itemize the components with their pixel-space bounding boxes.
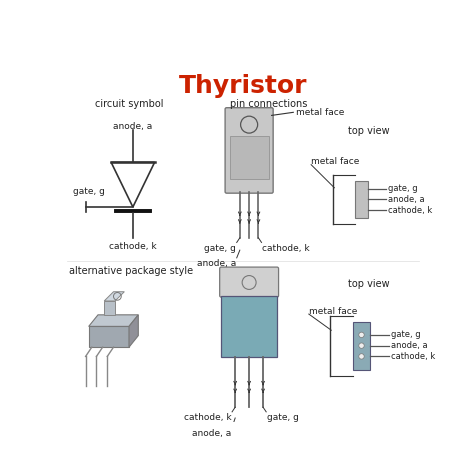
FancyBboxPatch shape — [353, 322, 370, 370]
Text: metal face: metal face — [296, 108, 344, 117]
Text: cathode, k: cathode, k — [184, 413, 231, 422]
Text: alternative package style: alternative package style — [69, 266, 192, 276]
Polygon shape — [89, 327, 129, 347]
Text: anode, a: anode, a — [113, 122, 153, 131]
Text: cathode, k: cathode, k — [388, 206, 432, 215]
Text: circuit symbol: circuit symbol — [95, 99, 163, 109]
Text: anode, a: anode, a — [388, 195, 425, 204]
Text: gate, g: gate, g — [267, 413, 299, 422]
FancyBboxPatch shape — [221, 296, 277, 357]
Text: anode, a: anode, a — [192, 429, 231, 438]
Text: gate, g: gate, g — [391, 330, 420, 339]
Text: pin connections: pin connections — [230, 99, 307, 109]
Text: anode, a: anode, a — [197, 259, 236, 268]
Text: cathode, k: cathode, k — [391, 352, 435, 361]
FancyBboxPatch shape — [230, 136, 268, 179]
Text: top view: top view — [348, 279, 390, 289]
Polygon shape — [104, 292, 124, 301]
Circle shape — [359, 354, 364, 359]
Circle shape — [359, 332, 364, 337]
Polygon shape — [89, 315, 138, 327]
FancyBboxPatch shape — [225, 108, 273, 193]
FancyBboxPatch shape — [355, 181, 368, 218]
Text: anode, a: anode, a — [391, 341, 428, 350]
Polygon shape — [104, 301, 115, 315]
Text: cathode, k: cathode, k — [109, 242, 157, 251]
Text: Thyristor: Thyristor — [179, 74, 307, 98]
Text: metal face: metal face — [311, 157, 359, 166]
Text: gate, g: gate, g — [73, 187, 105, 196]
Text: cathode, k: cathode, k — [262, 244, 310, 253]
Text: metal face: metal face — [309, 307, 357, 316]
Polygon shape — [129, 315, 138, 347]
Text: gate, g: gate, g — [388, 184, 418, 193]
Text: top view: top view — [348, 126, 390, 136]
Circle shape — [359, 343, 364, 348]
FancyBboxPatch shape — [219, 267, 279, 297]
Text: gate, g: gate, g — [204, 244, 236, 253]
